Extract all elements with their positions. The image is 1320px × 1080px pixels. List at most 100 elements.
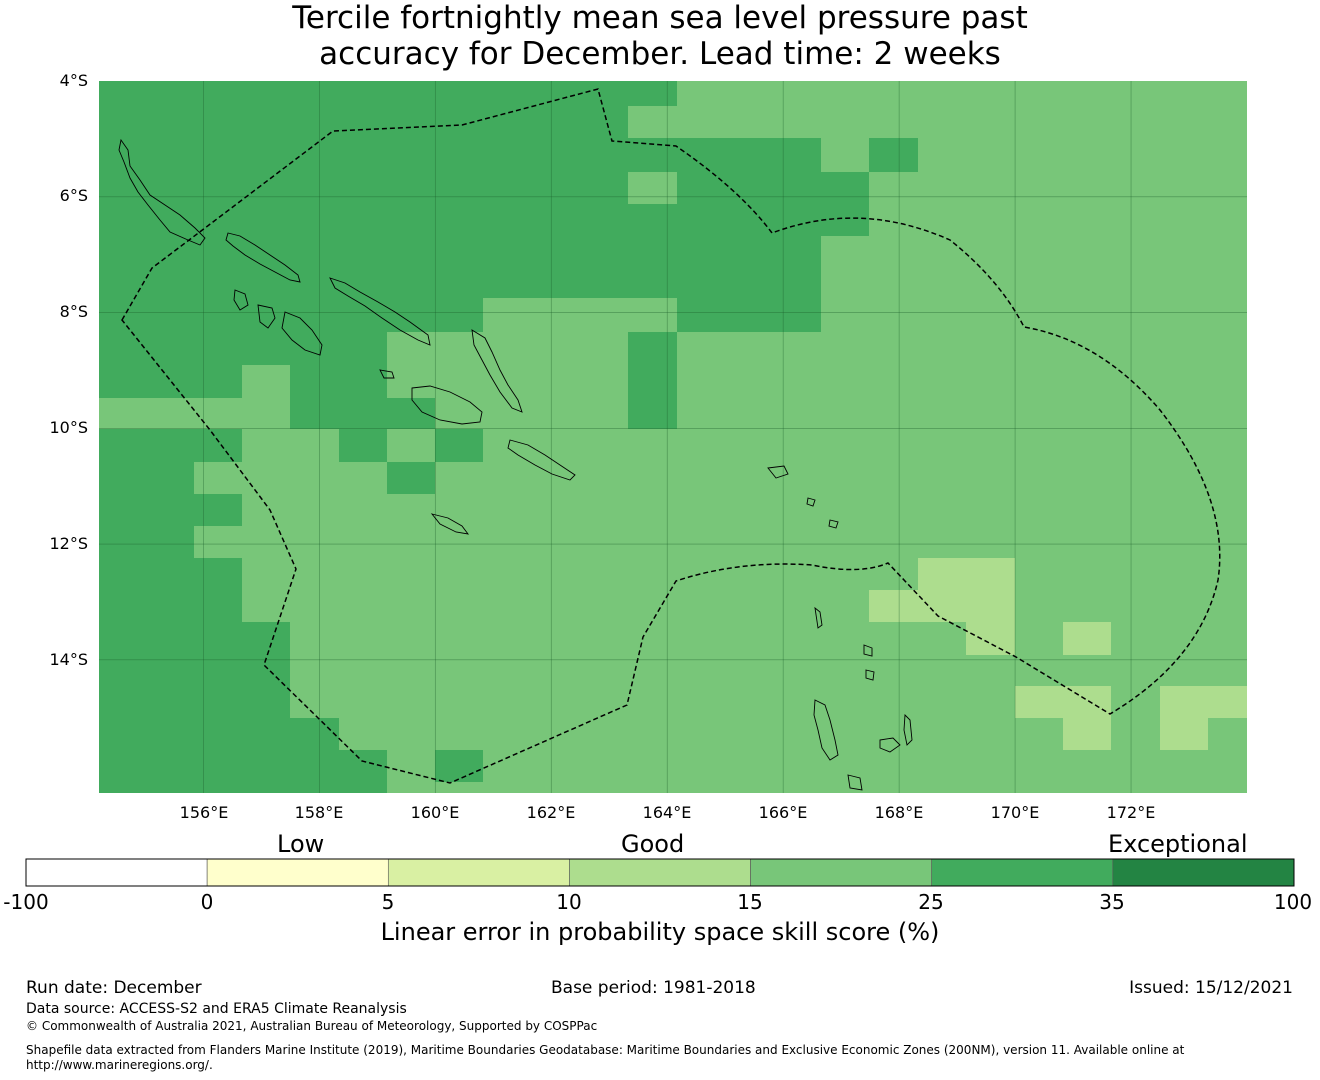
island-pentecost — [903, 713, 913, 746]
island-torres — [814, 606, 823, 629]
skill-cell — [918, 558, 1015, 622]
eez-solomon-islands — [121, 88, 1221, 784]
shapefile-credit-1: Shapefile data extracted from Flanders M… — [26, 1043, 1185, 1057]
lat-label-14s: 14°S — [49, 650, 88, 669]
colorbar-frame — [25, 858, 1295, 887]
island-new-georgia — [257, 304, 276, 329]
island-espiritu-santo — [813, 699, 839, 761]
skill-cell — [387, 462, 435, 494]
skill-cell — [628, 332, 677, 429]
maritime-boundaries — [121, 88, 1221, 784]
island-utupua — [828, 519, 839, 529]
skill-cell — [290, 365, 387, 398]
island-banks — [863, 644, 873, 657]
lon-label-172e: 172°E — [1106, 803, 1156, 822]
base-period: Base period: 1981-2018 — [551, 978, 756, 998]
colorbar — [25, 858, 1295, 887]
skill-cell — [1015, 686, 1111, 718]
map-gridlines — [99, 81, 1247, 793]
colorbar-segment — [569, 858, 751, 887]
skill-cells-high — [99, 81, 918, 793]
island-santa-isabel — [329, 277, 431, 346]
lon-label-158e: 158°E — [294, 803, 344, 822]
island-malaita — [471, 329, 523, 413]
skill-cell — [339, 429, 387, 462]
colorbar-segment — [25, 858, 208, 887]
skill-cells-mid — [194, 138, 869, 494]
skill-cell — [869, 590, 918, 622]
skill-cell — [628, 81, 677, 106]
colorbar-tick-15: 15 — [737, 890, 763, 914]
coastlines — [118, 138, 913, 791]
skill-cell — [628, 172, 677, 204]
category-exceptional: Exceptional — [1108, 830, 1248, 858]
colorbar-tick-25: 25 — [918, 890, 944, 914]
lat-label-6s: 6°S — [59, 186, 88, 205]
colorbar-title: Linear error in probability space skill … — [380, 918, 940, 946]
skill-cell — [290, 718, 339, 793]
skill-cell — [1063, 718, 1111, 750]
skill-cell — [628, 204, 677, 298]
skill-cell — [290, 398, 435, 429]
lat-label-8s: 8°S — [59, 302, 88, 321]
copyright: © Commonwealth of Australia 2021, Austra… — [26, 1019, 598, 1033]
skill-cell — [677, 172, 869, 236]
skill-cells-low — [869, 558, 1247, 750]
skill-cell — [677, 298, 821, 332]
skill-cell — [628, 138, 773, 172]
skill-cell — [99, 332, 387, 365]
island-vanikoro — [806, 497, 816, 507]
skill-cell — [339, 750, 387, 793]
colorbar-tick-10: 10 — [556, 890, 582, 914]
lon-label-164e: 164°E — [642, 803, 692, 822]
skill-cell — [1160, 686, 1247, 718]
colorbar-segment — [931, 858, 1114, 887]
lon-label-170e: 170°E — [990, 803, 1040, 822]
chart-title: Tercile fortnightly mean sea level press… — [0, 0, 1320, 72]
skill-cell — [773, 138, 821, 172]
skill-cell — [99, 81, 628, 298]
island-rennell — [430, 513, 470, 535]
lon-label-156e: 156°E — [179, 803, 229, 822]
skill-cell — [99, 365, 242, 398]
skill-cell — [99, 462, 194, 561]
island-guadalcanal — [411, 385, 483, 425]
lon-label-166e: 166°E — [758, 803, 808, 822]
colorbar-segment — [206, 858, 389, 887]
colorbar-tick-100: 100 — [1273, 890, 1313, 914]
colorbar-tick-minus100: -100 — [3, 890, 49, 914]
skill-cell — [1160, 718, 1208, 750]
skill-cell — [99, 429, 242, 462]
lon-label-162e: 162°E — [526, 803, 576, 822]
skill-cell — [435, 429, 483, 462]
skill-cell — [242, 622, 290, 793]
island-choiseul — [225, 232, 301, 283]
category-low: Low — [277, 830, 325, 858]
island-gaua — [865, 669, 875, 681]
colorbar-tick-5: 5 — [381, 890, 395, 914]
skill-cell — [677, 236, 821, 298]
skill-cell — [99, 558, 242, 793]
title-line-2: accuracy for December. Lead time: 2 week… — [319, 36, 1001, 72]
island-new-georgia-2 — [281, 311, 323, 356]
colorbar-segment — [387, 858, 570, 887]
colorbar-tick-35: 35 — [1099, 890, 1125, 914]
lat-label-12s: 12°S — [49, 534, 88, 553]
skill-cell — [966, 622, 1015, 655]
run-date: Run date: December — [26, 978, 202, 998]
island-ambrym — [847, 774, 863, 791]
lat-label-10s: 10°S — [49, 418, 88, 437]
island-malekula — [879, 737, 901, 753]
skill-cell — [194, 494, 242, 526]
island-vella — [233, 289, 249, 311]
skill-cell — [194, 462, 242, 494]
skill-cell — [869, 138, 918, 172]
lat-label-4s: 4°S — [59, 71, 88, 90]
island-makira — [507, 439, 576, 481]
category-good: Good — [621, 830, 685, 858]
island-bougainville — [118, 138, 206, 246]
issued-date: Issued: 15/12/2021 — [1129, 978, 1293, 998]
colorbar-tick-0: 0 — [200, 890, 214, 914]
shapefile-credit-2: http://www.marineregions.org/. — [26, 1058, 213, 1072]
